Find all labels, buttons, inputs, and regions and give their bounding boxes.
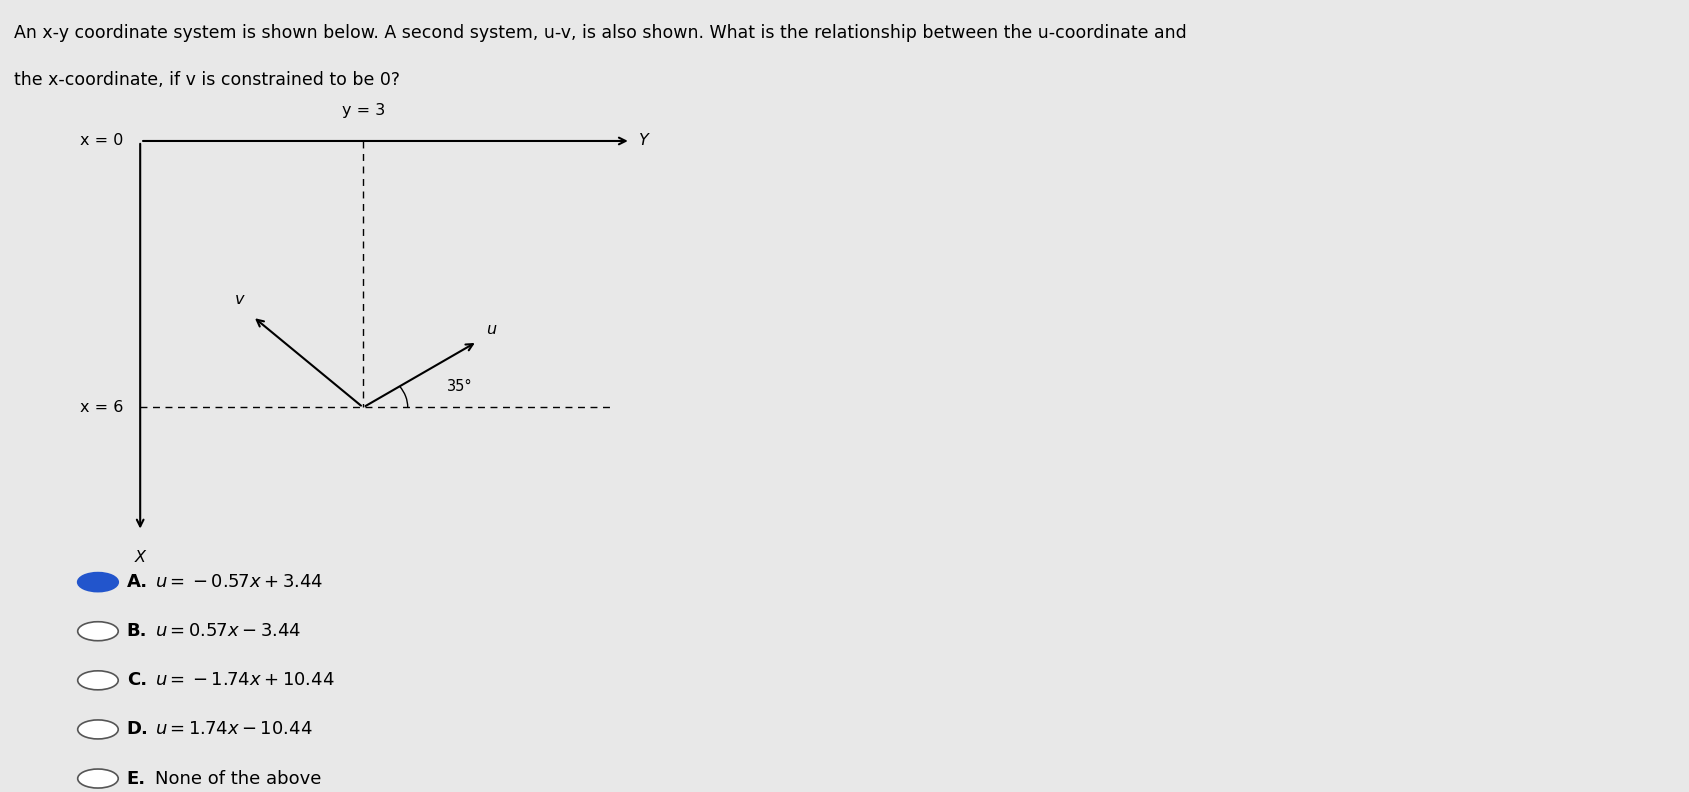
Text: An x-y coordinate system is shown below. A second system, u-v, is also shown. Wh: An x-y coordinate system is shown below.… — [14, 24, 1186, 42]
Text: u: u — [486, 322, 497, 337]
Text: the x-coordinate, if v is constrained to be 0?: the x-coordinate, if v is constrained to… — [14, 71, 400, 89]
Text: $u = 1.74x - 10.44$: $u = 1.74x - 10.44$ — [155, 721, 312, 738]
Text: x = 0: x = 0 — [79, 134, 123, 148]
Text: $u = -0.57x + 3.44$: $u = -0.57x + 3.44$ — [155, 573, 324, 591]
Text: 35°: 35° — [446, 379, 473, 394]
Text: B.: B. — [127, 623, 147, 640]
Text: A.: A. — [127, 573, 149, 591]
Text: C.: C. — [127, 672, 147, 689]
Text: v: v — [235, 292, 245, 307]
Text: Y: Y — [638, 134, 649, 148]
Text: None of the above: None of the above — [155, 770, 323, 787]
Text: E.: E. — [127, 770, 145, 787]
Text: D.: D. — [127, 721, 149, 738]
Text: y = 3: y = 3 — [341, 103, 385, 118]
Text: $u = -1.74x + 10.44$: $u = -1.74x + 10.44$ — [155, 672, 334, 689]
Text: X: X — [135, 550, 145, 565]
Text: $u = 0.57x - 3.44$: $u = 0.57x - 3.44$ — [155, 623, 302, 640]
Text: x = 6: x = 6 — [79, 400, 123, 415]
